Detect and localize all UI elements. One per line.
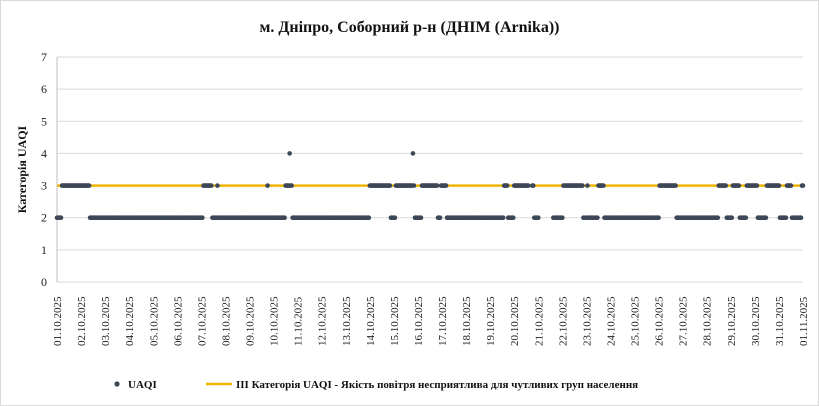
x-tick-label: 27.10.2025 bbox=[678, 296, 690, 346]
x-tick-label: 25.10.2025 bbox=[630, 296, 642, 346]
chart-title: м. Дніпро, Соборний р-н (ДНІМ (Arnika)) bbox=[259, 19, 560, 36]
y-tick-label: 4 bbox=[41, 146, 47, 160]
data-point bbox=[754, 183, 760, 188]
data-point bbox=[601, 183, 606, 188]
x-tick-label: 10.10.2025 bbox=[269, 296, 281, 346]
data-point bbox=[798, 215, 804, 221]
data-point bbox=[525, 183, 531, 188]
x-tick-label: 20.10.2025 bbox=[509, 296, 521, 346]
data-point bbox=[215, 183, 220, 188]
data-point bbox=[86, 183, 92, 188]
data-point bbox=[289, 183, 294, 188]
data-point bbox=[287, 151, 292, 156]
data-point bbox=[434, 183, 440, 188]
data-point bbox=[788, 183, 794, 188]
data-point bbox=[265, 183, 270, 188]
x-tick-label: 07.10.2025 bbox=[196, 296, 208, 346]
data-point bbox=[410, 151, 416, 156]
x-tick-label: 01.11.2025 bbox=[798, 296, 810, 346]
x-tick-label: 29.10.2025 bbox=[726, 296, 738, 346]
x-tick-label: 13.10.2025 bbox=[341, 296, 353, 346]
x-tick-label: 01.10.2025 bbox=[52, 296, 64, 346]
x-tick-label: 19.10.2025 bbox=[485, 296, 497, 346]
legend-label-uaqi: UAQI bbox=[128, 379, 157, 391]
x-tick-label: 09.10.2025 bbox=[245, 296, 257, 346]
x-tick-label: 14.10.2025 bbox=[365, 296, 377, 346]
data-point bbox=[200, 215, 205, 221]
x-tick-label: 31.10.2025 bbox=[774, 296, 786, 346]
data-point bbox=[58, 215, 64, 221]
data-point bbox=[443, 183, 449, 188]
x-tick-label: 30.10.2025 bbox=[750, 296, 762, 346]
data-point bbox=[800, 183, 806, 188]
data-point bbox=[736, 183, 742, 188]
x-tick-label: 23.10.2025 bbox=[581, 296, 593, 346]
y-tick-label: 7 bbox=[41, 50, 47, 64]
data-point bbox=[500, 215, 506, 221]
legend-marker-uaqi bbox=[114, 381, 120, 387]
y-tick-label: 0 bbox=[41, 275, 47, 289]
x-tick-label: 22.10.2025 bbox=[557, 296, 569, 346]
x-tick-label: 16.10.2025 bbox=[413, 296, 425, 346]
x-tick-label: 18.10.2025 bbox=[461, 296, 473, 346]
y-tick-label: 5 bbox=[41, 114, 47, 128]
data-point bbox=[723, 183, 729, 188]
x-tick-label: 21.10.2025 bbox=[533, 296, 545, 346]
data-point bbox=[580, 183, 585, 188]
data-point bbox=[510, 215, 516, 221]
x-tick-label: 26.10.2025 bbox=[654, 296, 666, 346]
data-point bbox=[387, 183, 393, 188]
x-tick-label: 05.10.2025 bbox=[148, 296, 160, 346]
data-point bbox=[418, 215, 424, 221]
y-tick-label: 1 bbox=[41, 243, 47, 257]
data-point bbox=[535, 215, 541, 221]
data-point bbox=[776, 183, 782, 188]
data-point bbox=[392, 215, 398, 221]
legend-label-category-3: ІІІ Категорія UAQI - Якість повітря несп… bbox=[236, 379, 638, 391]
data-point bbox=[366, 215, 372, 221]
data-point bbox=[729, 215, 735, 221]
x-tick-label: 28.10.2025 bbox=[702, 296, 714, 346]
y-axis-label: Категорія UAQI bbox=[15, 125, 29, 213]
data-point bbox=[595, 215, 600, 221]
x-tick-label: 08.10.2025 bbox=[220, 296, 232, 346]
data-point bbox=[763, 215, 769, 221]
data-point bbox=[504, 183, 510, 188]
data-point bbox=[656, 215, 661, 221]
x-tick-label: 24.10.2025 bbox=[605, 296, 617, 346]
data-point bbox=[209, 183, 214, 188]
data-point bbox=[715, 215, 721, 221]
y-tick-label: 3 bbox=[41, 179, 47, 193]
y-tick-label: 2 bbox=[41, 211, 47, 225]
data-point bbox=[411, 183, 417, 188]
x-tick-label: 11.10.2025 bbox=[293, 296, 305, 346]
x-tick-label: 12.10.2025 bbox=[317, 296, 329, 346]
data-point bbox=[530, 183, 536, 188]
data-point bbox=[743, 215, 749, 221]
data-point bbox=[585, 183, 590, 188]
data-point bbox=[783, 215, 789, 221]
x-tick-label: 04.10.2025 bbox=[124, 296, 136, 346]
data-point bbox=[673, 183, 678, 188]
data-point bbox=[282, 215, 287, 221]
y-tick-label: 6 bbox=[41, 82, 47, 96]
x-tick-label: 17.10.2025 bbox=[437, 296, 449, 346]
data-point bbox=[560, 215, 565, 221]
x-tick-label: 15.10.2025 bbox=[389, 296, 401, 346]
x-tick-label: 03.10.2025 bbox=[100, 296, 112, 346]
x-tick-label: 02.10.2025 bbox=[76, 296, 88, 346]
data-point bbox=[437, 215, 443, 221]
x-tick-label: 06.10.2025 bbox=[172, 296, 184, 346]
